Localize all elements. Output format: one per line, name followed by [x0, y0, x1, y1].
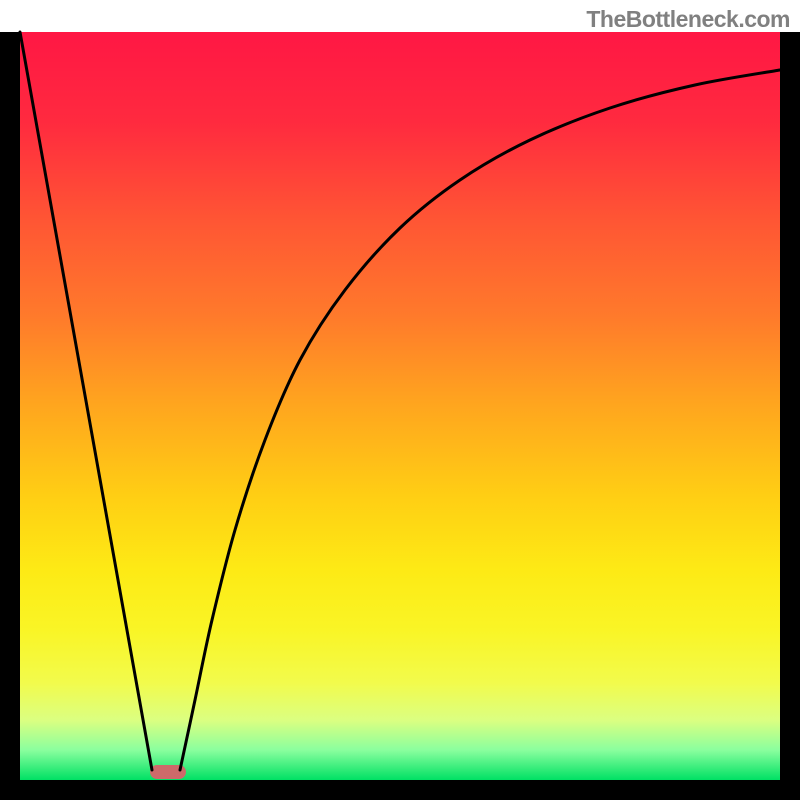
watermark-text: TheBottleneck.com — [586, 6, 790, 33]
bottleneck-chart: TheBottleneck.com — [0, 0, 800, 800]
chart-svg — [0, 0, 800, 800]
